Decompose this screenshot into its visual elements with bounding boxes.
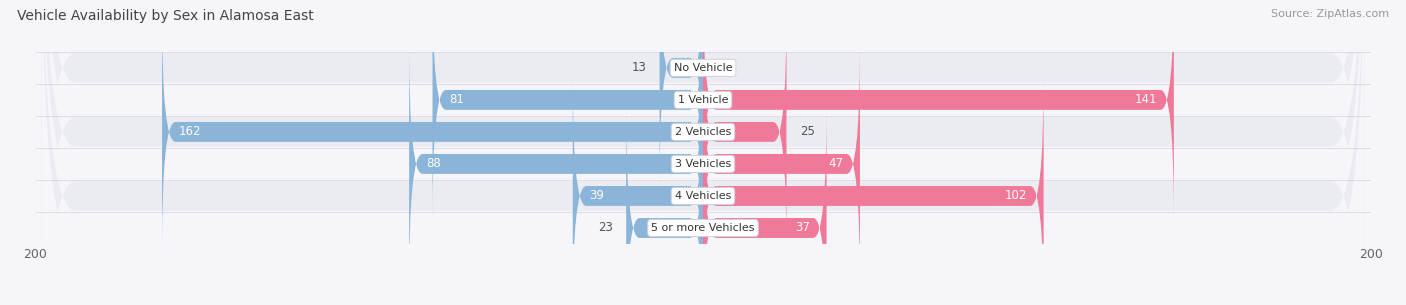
FancyBboxPatch shape	[433, 0, 703, 218]
Text: 81: 81	[449, 93, 464, 106]
FancyBboxPatch shape	[703, 110, 827, 305]
FancyBboxPatch shape	[572, 78, 703, 305]
Text: 1 Vehicle: 1 Vehicle	[678, 95, 728, 105]
FancyBboxPatch shape	[703, 14, 786, 250]
Text: 0: 0	[716, 61, 724, 74]
Text: 4 Vehicles: 4 Vehicles	[675, 191, 731, 201]
FancyBboxPatch shape	[162, 14, 703, 250]
FancyBboxPatch shape	[703, 0, 1174, 218]
Text: 102: 102	[1004, 189, 1026, 203]
Text: No Vehicle: No Vehicle	[673, 63, 733, 73]
FancyBboxPatch shape	[659, 0, 703, 186]
Text: 13: 13	[631, 61, 647, 74]
Text: 162: 162	[179, 125, 201, 138]
FancyBboxPatch shape	[42, 0, 1364, 305]
FancyBboxPatch shape	[42, 0, 1364, 305]
FancyBboxPatch shape	[42, 0, 1364, 305]
FancyBboxPatch shape	[626, 110, 703, 305]
FancyBboxPatch shape	[703, 78, 1043, 305]
FancyBboxPatch shape	[42, 0, 1364, 305]
Text: Vehicle Availability by Sex in Alamosa East: Vehicle Availability by Sex in Alamosa E…	[17, 9, 314, 23]
Text: 88: 88	[426, 157, 440, 170]
Text: Source: ZipAtlas.com: Source: ZipAtlas.com	[1271, 9, 1389, 19]
FancyBboxPatch shape	[42, 0, 1364, 305]
Text: 5 or more Vehicles: 5 or more Vehicles	[651, 223, 755, 233]
Text: 23: 23	[598, 221, 613, 235]
Text: 39: 39	[589, 189, 605, 203]
Text: 3 Vehicles: 3 Vehicles	[675, 159, 731, 169]
Text: 47: 47	[828, 157, 844, 170]
Text: 141: 141	[1135, 93, 1157, 106]
FancyBboxPatch shape	[42, 0, 1364, 305]
Text: 25: 25	[800, 125, 814, 138]
FancyBboxPatch shape	[703, 46, 860, 282]
Text: 2 Vehicles: 2 Vehicles	[675, 127, 731, 137]
FancyBboxPatch shape	[409, 46, 703, 282]
Text: 37: 37	[794, 221, 810, 235]
